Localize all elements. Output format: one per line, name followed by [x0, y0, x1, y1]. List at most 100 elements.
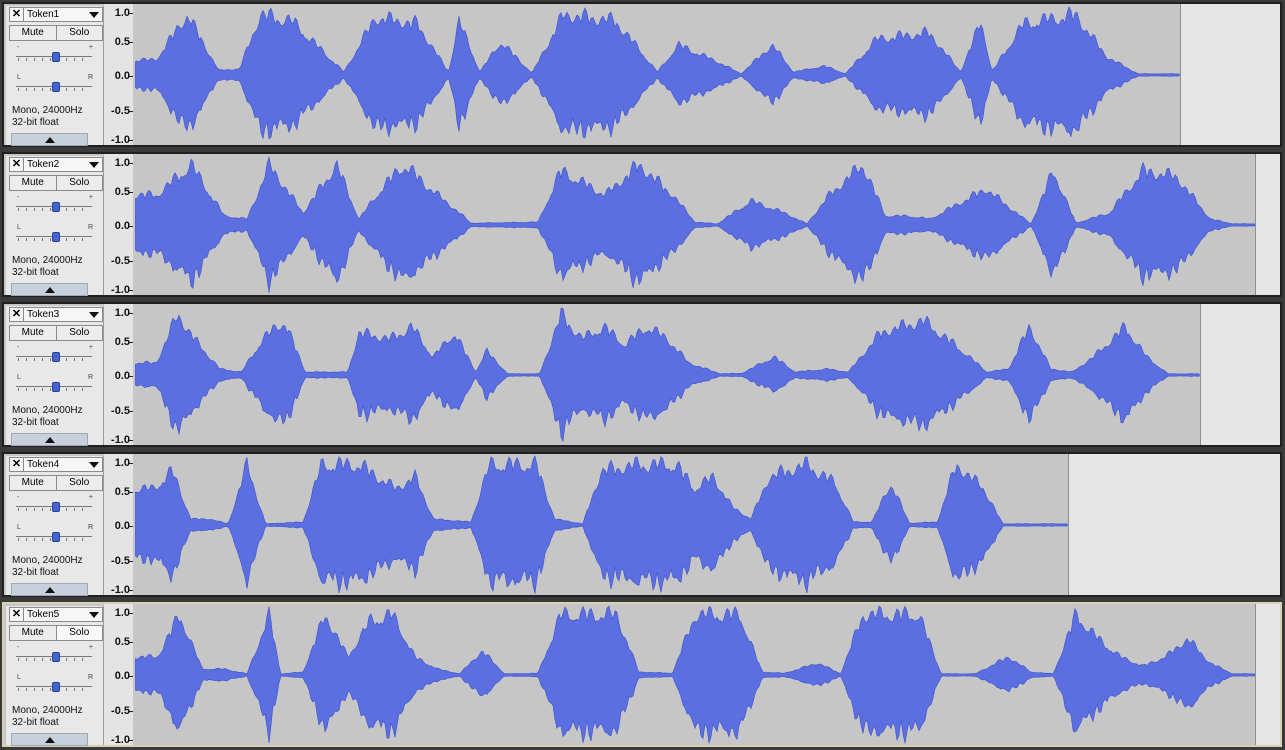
close-icon[interactable]: ✕ [9, 157, 24, 172]
waveform-area[interactable] [135, 4, 1280, 145]
waveform-shape [135, 6, 1180, 140]
collapse-track-button[interactable] [11, 283, 88, 296]
gain-slider[interactable]: - + [12, 344, 96, 366]
close-icon[interactable]: ✕ [9, 7, 24, 22]
pan-slider[interactable]: L R [12, 224, 96, 246]
gain-min-label: - [17, 494, 20, 501]
mute-solo-row: Mute Solo [9, 175, 103, 191]
audio-clip[interactable] [135, 604, 1256, 745]
collapse-track-button[interactable] [11, 583, 88, 596]
waveform-area[interactable] [135, 454, 1280, 595]
ruler-tick [129, 463, 133, 464]
ruler-label: 1.0 [114, 7, 130, 19]
ruler-tick [129, 140, 133, 141]
pan-left-label: L [17, 224, 21, 231]
ruler-label: -1.0 [111, 284, 130, 296]
track-format-depth: 32-bit float [12, 117, 59, 128]
pan-slider[interactable]: L R [12, 374, 96, 396]
solo-button[interactable]: Solo [56, 325, 103, 341]
gain-min-label: - [17, 194, 20, 201]
close-icon[interactable]: ✕ [9, 457, 24, 472]
gain-slider-thumb[interactable] [52, 52, 60, 62]
waveform-area[interactable] [135, 304, 1280, 445]
track-name-menu[interactable]: Token1 [24, 7, 103, 22]
track-name-label: Token2 [27, 159, 60, 170]
pan-slider[interactable]: L R [12, 74, 96, 96]
pan-right-label: R [87, 524, 93, 531]
close-icon[interactable]: ✕ [9, 307, 24, 322]
waveform-area[interactable] [135, 604, 1280, 745]
ruler-label: 0.5 [114, 186, 130, 198]
amplitude-ruler[interactable]: 1.0 0.5 0.0 -0.5 -1.0 [104, 4, 133, 146]
ruler-tick [129, 526, 133, 527]
ruler-label: -0.5 [111, 555, 130, 567]
collapse-up-icon [45, 287, 55, 293]
amplitude-ruler[interactable]: 1.0 0.5 0.0 -0.5 -1.0 [104, 304, 133, 446]
pan-slider-thumb[interactable] [52, 382, 60, 392]
solo-button[interactable]: Solo [56, 25, 103, 41]
mute-button[interactable]: Mute [9, 25, 57, 41]
collapse-track-button[interactable] [11, 433, 88, 446]
amplitude-ruler[interactable]: 1.0 0.5 0.0 -0.5 -1.0 [104, 154, 133, 296]
ruler-tick [129, 13, 133, 14]
mute-button[interactable]: Mute [9, 625, 57, 641]
collapse-track-button[interactable] [11, 133, 88, 146]
close-icon[interactable]: ✕ [9, 607, 24, 622]
ruler-label: -1.0 [111, 134, 130, 146]
pan-left-label: L [17, 524, 21, 531]
pan-slider-thumb[interactable] [52, 532, 60, 542]
audio-clip[interactable] [135, 4, 1181, 145]
ruler-tick [129, 261, 133, 262]
track-name-menu[interactable]: Token3 [24, 307, 103, 322]
gain-slider-thumb[interactable] [52, 652, 60, 662]
pan-slider-thumb[interactable] [52, 82, 60, 92]
gain-slider[interactable]: - + [12, 644, 96, 666]
ruler-tick [129, 411, 133, 412]
ruler-tick [129, 740, 133, 741]
track-name-label: Token4 [27, 459, 60, 470]
ruler-label: -0.5 [111, 255, 130, 267]
pan-slider[interactable]: L R [12, 674, 96, 696]
track-name-menu[interactable]: Token5 [24, 607, 103, 622]
gain-slider-thumb[interactable] [52, 352, 60, 362]
track-format-rate: Mono, 24000Hz [12, 405, 83, 416]
gain-min-label: - [17, 44, 20, 51]
gain-slider[interactable]: - + [12, 494, 96, 516]
ruler-label: -1.0 [111, 734, 130, 746]
mute-solo-row: Mute Solo [9, 25, 103, 41]
ruler-tick [129, 42, 133, 43]
audio-clip[interactable] [135, 454, 1069, 595]
gain-max-label: + [88, 644, 93, 651]
collapse-up-icon [45, 737, 55, 743]
track-name-label: Token1 [27, 9, 60, 20]
gain-slider[interactable]: - + [12, 194, 96, 216]
gain-slider-thumb[interactable] [52, 202, 60, 212]
solo-button[interactable]: Solo [56, 625, 103, 641]
chevron-down-icon [89, 462, 99, 468]
audio-clip[interactable] [135, 154, 1256, 295]
mute-button[interactable]: Mute [9, 475, 57, 491]
pan-slider-thumb[interactable] [52, 682, 60, 692]
waveform-area[interactable] [135, 154, 1280, 295]
waveform-svg [135, 307, 1200, 443]
pan-slider-thumb[interactable] [52, 232, 60, 242]
ruler-label: -1.0 [111, 584, 130, 596]
mute-solo-row: Mute Solo [9, 625, 103, 641]
track-name-menu[interactable]: Token2 [24, 157, 103, 172]
solo-button[interactable]: Solo [56, 475, 103, 491]
track-format-rate: Mono, 24000Hz [12, 705, 83, 716]
solo-button[interactable]: Solo [56, 175, 103, 191]
ruler-label: -1.0 [111, 434, 130, 446]
collapse-up-icon [45, 437, 55, 443]
mute-button[interactable]: Mute [9, 175, 57, 191]
gain-slider-thumb[interactable] [52, 502, 60, 512]
audio-clip[interactable] [135, 304, 1201, 445]
pan-slider[interactable]: L R [12, 524, 96, 546]
gain-max-label: + [88, 194, 93, 201]
amplitude-ruler[interactable]: 1.0 0.5 0.0 -0.5 -1.0 [104, 454, 133, 596]
mute-button[interactable]: Mute [9, 325, 57, 341]
gain-slider[interactable]: - + [12, 44, 96, 66]
collapse-track-button[interactable] [11, 733, 88, 746]
amplitude-ruler[interactable]: 1.0 0.5 0.0 -0.5 -1.0 [104, 604, 133, 746]
track-name-menu[interactable]: Token4 [24, 457, 103, 472]
